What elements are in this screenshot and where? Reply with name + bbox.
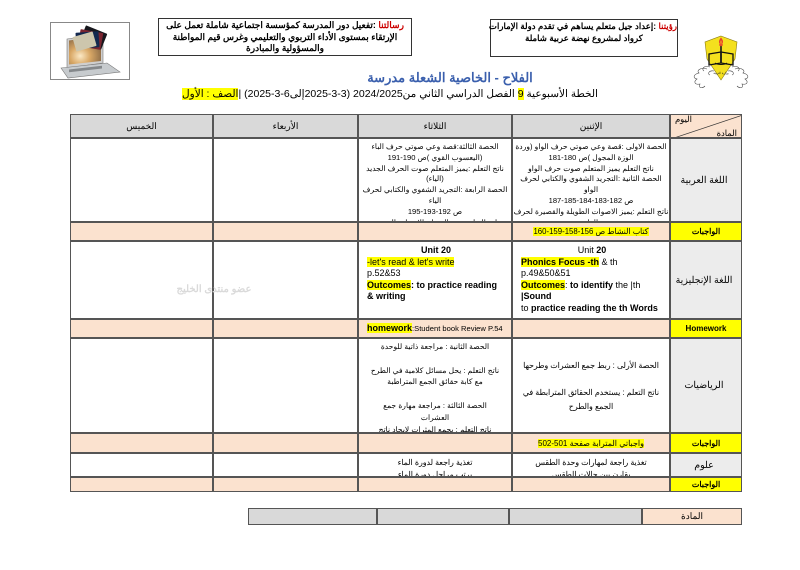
svg-text:وزارة التربية: وزارة التربية xyxy=(713,71,729,75)
